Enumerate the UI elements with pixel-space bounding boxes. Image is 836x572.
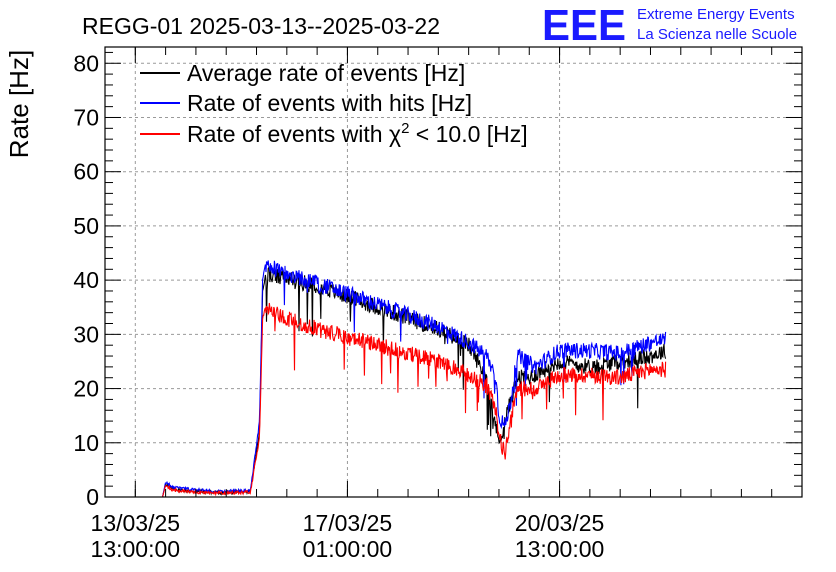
axis-ticks	[104, 47, 803, 498]
logo-line-2: La Scienza nelle Scuole	[637, 26, 797, 43]
legend: Average rate of events [Hz] Rate of event…	[140, 60, 528, 147]
y-tick-label: 70	[73, 104, 99, 130]
series-line-3	[162, 302, 667, 498]
y-tick-label: 50	[73, 213, 99, 239]
y-tick-label: 0	[86, 484, 99, 510]
legend-label-2: Rate of events with hits [Hz]	[187, 90, 472, 116]
x-tick-labels: 13/03/2513:00:0017/03/2501:00:0020/03/25…	[91, 510, 605, 562]
y-tick-label: 30	[73, 321, 99, 347]
legend-label-1: Average rate of events [Hz]	[187, 60, 465, 86]
x-tick-date: 13/03/25	[91, 510, 181, 536]
x-tick-time: 13:00:00	[91, 536, 181, 562]
eee-logo: EEE Extreme Energy Events La Scienza nel…	[542, 1, 797, 50]
y-tick-labels: 0 10 20 30 40 50 60 70 80	[73, 50, 99, 510]
logo-line-1: Extreme Energy Events	[637, 6, 795, 23]
x-tick-time: 01:00:00	[303, 536, 393, 562]
data-series	[162, 260, 667, 498]
y-tick-label: 80	[73, 50, 99, 76]
plot-frame	[104, 46, 803, 498]
y-tick-label: 60	[73, 159, 99, 185]
y-tick-label: 10	[73, 430, 99, 456]
grid	[105, 47, 802, 497]
eee-logo-letters: EEE	[542, 1, 626, 50]
x-tick-date: 20/03/25	[515, 510, 605, 536]
chart-title: REGG-01 2025-03-13--2025-03-22	[82, 13, 440, 39]
y-tick-label: 20	[73, 376, 99, 402]
y-tick-label: 40	[73, 267, 99, 293]
x-tick-date: 17/03/25	[303, 510, 393, 536]
x-tick-time: 13:00:00	[515, 536, 605, 562]
y-axis-label: Rate [Hz]	[4, 50, 34, 158]
legend-label-3: Rate of events with χ2 < 10.0 [Hz]	[187, 120, 528, 147]
